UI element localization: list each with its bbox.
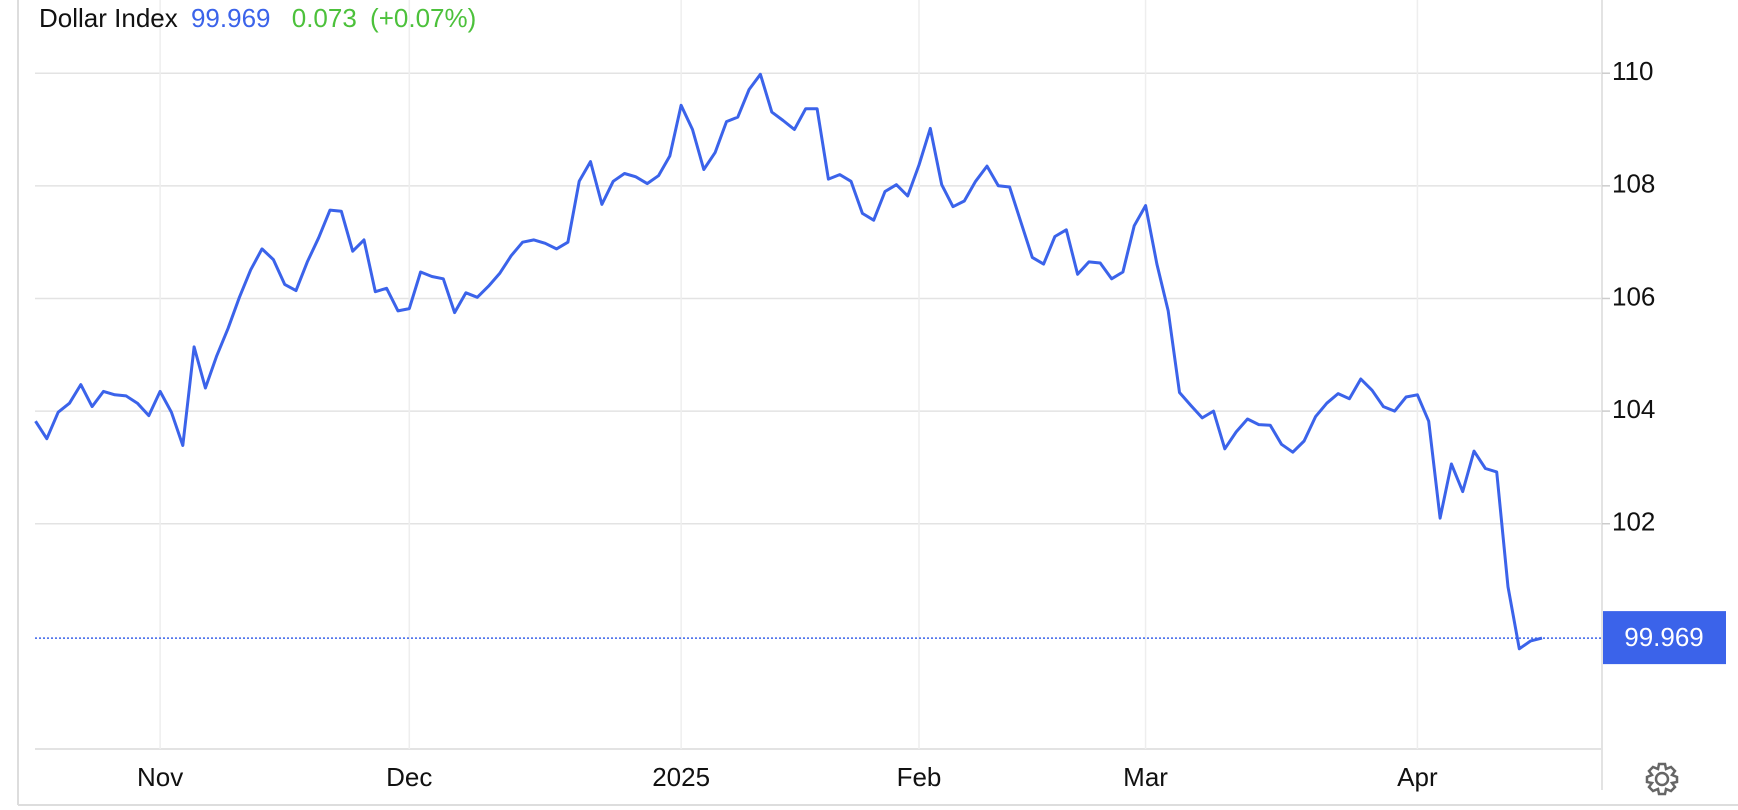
panel xyxy=(18,0,1738,805)
header: Dollar Index 99.969 0.073 (+0.07%) xyxy=(39,3,476,33)
symbol-name: Dollar Index xyxy=(39,3,178,33)
x-tick-label: Feb xyxy=(897,762,942,792)
x-tick-label: Apr xyxy=(1397,762,1438,792)
y-tick-label: 106 xyxy=(1612,281,1655,311)
last-price-label: 99.969 xyxy=(1624,622,1704,652)
x-tick-label: Nov xyxy=(137,762,183,792)
last-price-box xyxy=(1603,611,1726,665)
y-tick-label: 102 xyxy=(1612,507,1655,537)
change-percent: (+0.07%) xyxy=(370,3,476,33)
y-tick-label: 108 xyxy=(1612,169,1655,199)
gear-outline[interactable] xyxy=(1645,762,1679,796)
last-price: 99.969 xyxy=(191,3,271,33)
x-tick-label: 2025 xyxy=(652,762,710,792)
settings-gear[interactable] xyxy=(1645,762,1679,796)
price-line xyxy=(34,72,1543,651)
x-tick-label: Mar xyxy=(1123,762,1168,792)
x-tick-label: Dec xyxy=(386,762,432,792)
gear-hub[interactable] xyxy=(1654,771,1670,787)
y-tick-label: 104 xyxy=(1612,394,1655,424)
y-tick-label: 110 xyxy=(1612,56,1653,86)
change: 0.073 xyxy=(292,3,357,33)
